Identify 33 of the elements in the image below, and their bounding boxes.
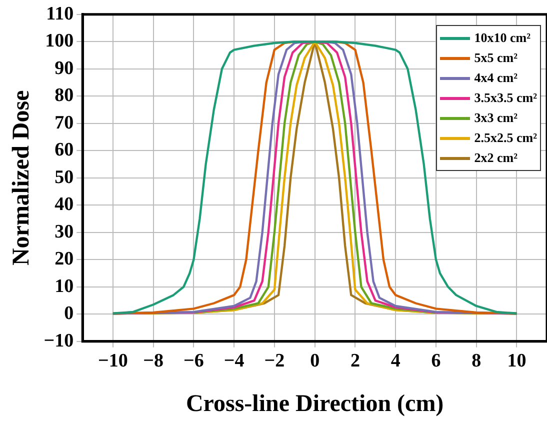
y-tick-label: 0	[64, 303, 74, 324]
x-tick-label: −10	[98, 350, 128, 372]
y-axis-title: Normalized Dose	[8, 90, 35, 266]
legend-label: 3x3 cm²	[474, 109, 518, 127]
x-axis-title: Cross-line Direction (cm)	[186, 390, 444, 417]
y-tick-label: 50	[54, 166, 74, 188]
x-tick-label: 8	[472, 350, 482, 372]
x-tick-label: −6	[184, 350, 204, 372]
legend-label: 2.5x2.5 cm²	[474, 129, 537, 147]
x-tick-label: −8	[143, 350, 164, 372]
y-tick-label: 70	[54, 112, 74, 134]
legend-label: 10x10 cm²	[474, 29, 530, 47]
x-tick-label: −2	[264, 350, 285, 372]
x-tick-label: 4	[390, 350, 401, 372]
legend-label: 5x5 cm²	[474, 49, 518, 67]
y-tick-label: 30	[54, 221, 74, 242]
legend-label: 4x4 cm²	[474, 69, 518, 87]
legend-label: 2x2 cm²	[474, 149, 518, 167]
y-tick-label: 40	[54, 194, 74, 216]
y-tick-label: 10	[54, 276, 74, 297]
legend-label: 3.5x3.5 cm²	[474, 89, 537, 107]
y-tick-label: 100	[45, 30, 74, 52]
x-tick-label: 2	[350, 350, 360, 372]
y-tick-label: −10	[44, 330, 74, 352]
y-tick-label: 110	[46, 3, 74, 24]
y-tick-label: 80	[54, 85, 74, 106]
x-tick-label: 6	[431, 350, 441, 372]
x-tick-label: 10	[507, 350, 526, 372]
x-tick-label: −4	[224, 350, 245, 372]
y-tick-label: 90	[54, 58, 74, 79]
x-tick-label: 0	[310, 350, 320, 372]
y-tick-label: 20	[54, 248, 74, 270]
y-tick-label: 60	[54, 140, 74, 161]
